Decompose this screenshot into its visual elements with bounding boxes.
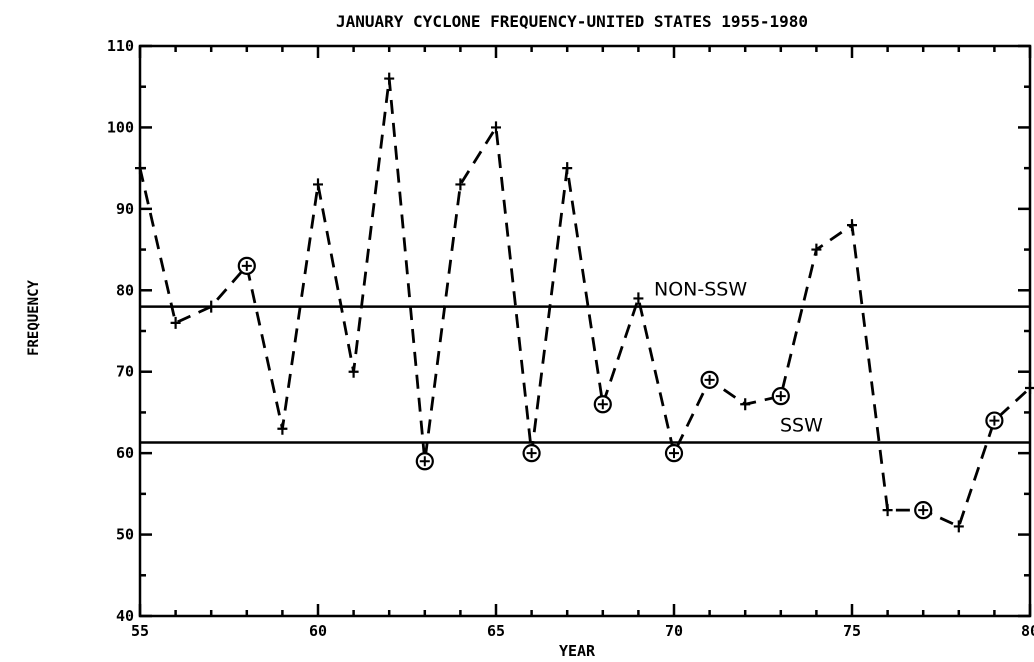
y-tick-label: 90 [116, 200, 134, 218]
data-point-marker [135, 162, 145, 175]
y-tick-label: 40 [116, 607, 134, 625]
ssw-point-cross [241, 260, 252, 271]
data-point-marker [811, 243, 822, 256]
x-tick-label: 75 [843, 622, 861, 640]
series-line [138, 78, 1031, 529]
x-tick-label: 80 [1021, 622, 1034, 640]
y-tick-label: 50 [116, 526, 134, 544]
ssw-point-cross [704, 374, 715, 385]
axis-ticks: 55 60 65 70 75 80 40 50 60 70 80 90 100 110 [107, 37, 1034, 640]
x-tick-label: 55 [131, 622, 149, 640]
plot-frame [138, 44, 1032, 618]
data-point-marker [313, 178, 323, 191]
y-tick-label: 110 [107, 37, 134, 55]
data-point-marker [882, 504, 893, 517]
data-point-marker [170, 316, 181, 329]
y-axis-label: FREQUENCY [26, 280, 42, 356]
chart-title: JANUARY CYCLONE FREQUENCY-UNITED STATES … [336, 12, 808, 31]
y-tick-label: 60 [116, 444, 134, 462]
data-point-marker [953, 520, 964, 533]
series-group [135, 72, 1034, 533]
data-point-marker [633, 292, 644, 305]
reference-lines: NON-SSW SSW [140, 279, 1030, 444]
x-axis-label: YEAR [559, 642, 596, 660]
data-point-marker [384, 72, 395, 85]
ssw-point-cross [989, 415, 1000, 426]
data-point-marker [277, 422, 288, 435]
data-point-marker [847, 219, 857, 232]
data-point-marker [740, 398, 751, 411]
data-point-marker [348, 365, 359, 378]
y-tick-label: 100 [107, 118, 134, 136]
data-point-marker [491, 121, 501, 134]
data-point-marker [562, 162, 573, 175]
reference-line-label: NON-SSW [654, 279, 747, 301]
y-tick-label: 80 [116, 281, 134, 299]
x-tick-label: 65 [487, 622, 505, 640]
ssw-point-cross [669, 448, 679, 459]
ssw-point-cross [918, 505, 929, 516]
ssw-point-cross [419, 456, 430, 467]
ssw-point-cross [526, 448, 537, 459]
data-point-marker [455, 178, 466, 191]
y-tick-label: 70 [116, 363, 134, 381]
reference-line-label: SSW [780, 415, 823, 437]
x-tick-label: 70 [665, 622, 683, 640]
data-point-marker [1025, 382, 1034, 394]
ssw-point-cross [597, 399, 608, 410]
x-tick-label: 60 [309, 622, 327, 640]
ssw-point-cross [775, 391, 786, 402]
data-point-marker [206, 300, 217, 313]
